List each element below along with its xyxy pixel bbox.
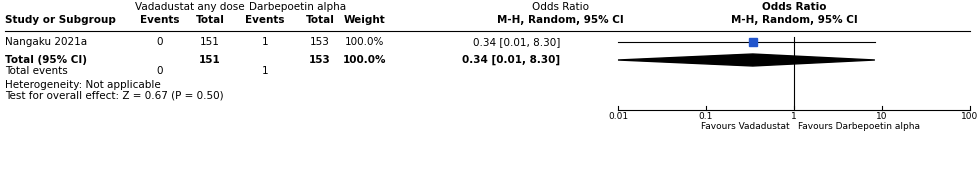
Text: Total: Total xyxy=(195,15,224,25)
Bar xyxy=(748,38,756,46)
Text: Study or Subgroup: Study or Subgroup xyxy=(5,15,115,25)
Text: 0: 0 xyxy=(156,66,163,76)
Text: 0.1: 0.1 xyxy=(699,112,712,121)
Text: Events: Events xyxy=(140,15,180,25)
Text: Total: Total xyxy=(305,15,334,25)
Text: 100: 100 xyxy=(960,112,977,121)
Text: 151: 151 xyxy=(200,37,220,47)
Text: 100.0%: 100.0% xyxy=(345,37,384,47)
Text: 153: 153 xyxy=(310,37,329,47)
Text: Heterogeneity: Not applicable: Heterogeneity: Not applicable xyxy=(5,80,160,90)
Text: 0.01: 0.01 xyxy=(608,112,627,121)
Text: 0: 0 xyxy=(156,37,163,47)
Text: 10: 10 xyxy=(875,112,887,121)
Text: Vadadustat any dose: Vadadustat any dose xyxy=(135,2,244,12)
Text: M-H, Random, 95% CI: M-H, Random, 95% CI xyxy=(496,15,622,25)
Text: 1: 1 xyxy=(790,112,796,121)
Text: Favours Darbepoetin alpha: Favours Darbepoetin alpha xyxy=(797,122,919,131)
Text: Weight: Weight xyxy=(344,15,386,25)
Text: Favours Vadadustat: Favours Vadadustat xyxy=(701,122,789,131)
Text: 0.34 [0.01, 8.30]: 0.34 [0.01, 8.30] xyxy=(461,55,560,65)
Text: 0.34 [0.01, 8.30]: 0.34 [0.01, 8.30] xyxy=(472,37,560,47)
Text: 1: 1 xyxy=(262,66,268,76)
Text: 151: 151 xyxy=(199,55,221,65)
Text: 153: 153 xyxy=(309,55,330,65)
Text: Events: Events xyxy=(245,15,284,25)
Text: 1: 1 xyxy=(262,37,268,47)
Text: Test for overall effect: Z = 0.67 (P = 0.50): Test for overall effect: Z = 0.67 (P = 0… xyxy=(5,91,224,101)
Text: M-H, Random, 95% CI: M-H, Random, 95% CI xyxy=(730,15,857,25)
Text: Darbepoetin alpha: Darbepoetin alpha xyxy=(249,2,346,12)
Text: 100.0%: 100.0% xyxy=(343,55,386,65)
Text: Nangaku 2021a: Nangaku 2021a xyxy=(5,37,87,47)
Text: Total events: Total events xyxy=(5,66,67,76)
Polygon shape xyxy=(617,54,874,66)
Text: Odds Ratio: Odds Ratio xyxy=(761,2,826,12)
Text: Odds Ratio: Odds Ratio xyxy=(531,2,588,12)
Text: Total (95% CI): Total (95% CI) xyxy=(5,55,87,65)
